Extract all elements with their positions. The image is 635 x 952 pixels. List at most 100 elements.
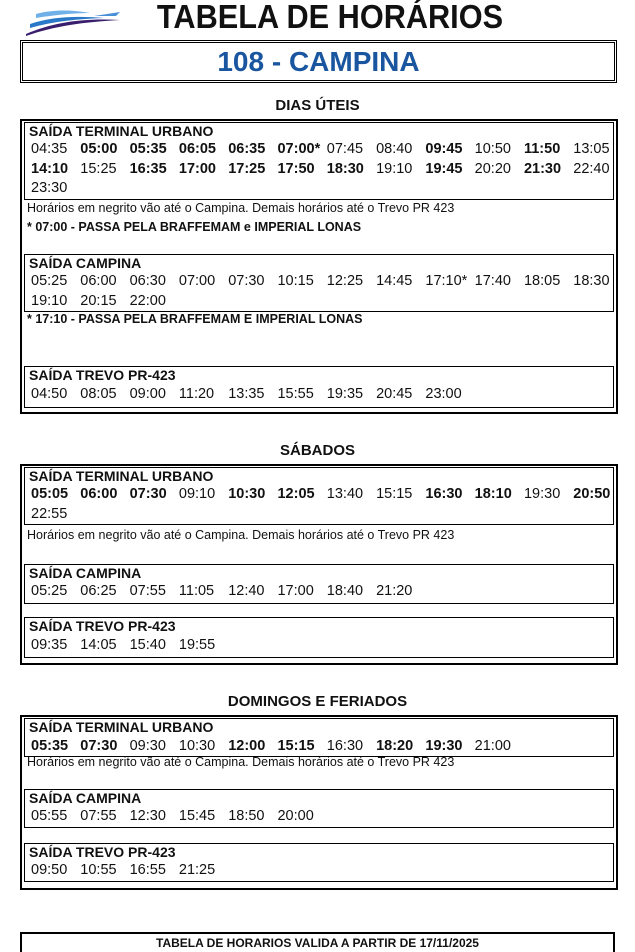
departure-time: 10:30 [178, 738, 216, 754]
departure-time: 05:25 [31, 583, 68, 599]
departure-time: 17:25 [228, 160, 266, 177]
departure-time: 12:30 [129, 808, 166, 824]
departure-times: 04:50 08:05 09:00 11:20 13:35 15:55 19:35 20:45… [31, 385, 623, 405]
departure-time: 16:30 [425, 486, 463, 502]
departure-time: 10:55 [80, 862, 117, 878]
departure-time: 12:40 [228, 583, 265, 599]
departure-time: 21:00 [474, 738, 511, 754]
departure-time: 07:55 [129, 583, 166, 599]
schedule-note: * 07:00 - PASSA PELA BRAFFEMAM e IMPERIA… [27, 220, 362, 234]
departure-time: 07:00* [277, 141, 321, 157]
departure-title: SAÍDA TERMINAL URBANO [29, 719, 214, 735]
departure-time: 18:10 [474, 486, 512, 502]
section-box [20, 715, 618, 890]
departure-time: 13:05 [573, 141, 610, 157]
departure-time: 14:10 [31, 160, 69, 177]
departure-time: 12:00 [228, 738, 266, 754]
departure-time: 04:35 [31, 141, 68, 157]
departure-block: SAÍDA CAMPINA 05:55 07:55 12:30 15:45 18:50 20… [24, 789, 614, 828]
departure-title: SAÍDA TERMINAL URBANO [29, 123, 214, 139]
departure-time: 09:45 [425, 141, 463, 157]
departure-time: 22:40 [573, 160, 610, 177]
departure-time: 11:20 [178, 386, 215, 402]
departure-times: 09:35 14:05 15:40 19:55 [31, 636, 623, 656]
departure-time: 10:15 [277, 273, 314, 289]
departure-time: 17:00 [178, 160, 216, 177]
schedule-note: * 17:10 - PASSA PELA BRAFFEMAM E IMPERIA… [27, 312, 363, 326]
departure-title: SAÍDA CAMPINA [29, 255, 142, 271]
departure-time: 18:30 [573, 273, 610, 289]
departure-time: 07:30 [129, 486, 167, 502]
departure-time: 05:35 [31, 738, 69, 754]
departure-time: 15:15 [376, 486, 413, 502]
departure-time: 22:00 [129, 292, 166, 309]
departure-times: 05:25 06:00 06:30 07:00 07:30 10:15 12:25 14:45… [31, 272, 623, 311]
departure-time: 15:25 [80, 160, 117, 177]
departure-time: 11:05 [178, 583, 215, 599]
departure-time: 06:35 [228, 141, 266, 157]
section-title: DIAS ÚTEIS [275, 97, 360, 114]
departure-time: 15:40 [129, 637, 166, 653]
departure-title: SAÍDA TREVO PR-423 [29, 618, 176, 634]
route-box: 108 - CAMPINA [20, 40, 617, 83]
departure-time: 09:30 [129, 738, 166, 754]
departure-time: 09:50 [31, 862, 68, 878]
departure-time: 07:30 [80, 738, 118, 754]
departure-time: 17:50 [277, 160, 315, 177]
section-box [20, 119, 618, 414]
departure-time: 20:00 [277, 808, 314, 824]
validity-footer: TABELA DE HORARIOS VALIDA A PARTIR DE 17… [20, 932, 615, 952]
departure-time: 15:45 [178, 808, 216, 824]
departure-time: 23:00 [425, 386, 462, 402]
departure-time: 19:35 [326, 386, 364, 402]
schedule-note: Horários em negrito vão até o Campina. D… [27, 755, 455, 769]
departure-time: 07:00 [178, 273, 216, 289]
departure-block: SAÍDA TERMINAL URBANO 05:35 07:30 09:30 10:3… [24, 718, 614, 757]
departure-time: 17:40 [474, 273, 511, 289]
departure-time: 06:30 [129, 273, 166, 289]
departure-time: 09:00 [129, 386, 166, 402]
departure-times: 05:55 07:55 12:30 15:45 18:50 20:00 [31, 807, 623, 827]
departure-time: 21:20 [376, 583, 413, 599]
departure-time: 07:45 [326, 141, 364, 157]
departure-times: 05:05 06:00 07:30 09:10 10:30 12:05 13:40 15:15… [31, 485, 623, 524]
departure-times: 05:35 07:30 09:30 10:30 12:00 15:15 16:30 18:20… [31, 737, 623, 757]
departure-time: 05:05 [31, 486, 69, 502]
departure-time: 09:35 [31, 637, 68, 653]
departure-time: 19:10 [376, 160, 413, 177]
departure-time: 12:25 [326, 273, 364, 289]
departure-time: 14:05 [80, 637, 117, 653]
departure-time: 17:00 [277, 583, 314, 599]
departure-time: 06:00 [80, 486, 118, 502]
departure-time: 19:30 [425, 738, 463, 754]
schedule-note: Horários em negrito vão até o Campina. D… [27, 528, 455, 542]
departure-time: 12:05 [277, 486, 315, 502]
departure-time: 09:10 [178, 486, 216, 502]
departure-time: 18:30 [326, 160, 364, 177]
departure-time: 19:55 [178, 637, 216, 653]
departure-time: 10:50 [474, 141, 511, 157]
departure-time: 16:35 [129, 160, 167, 177]
departure-time: 11:50 [523, 141, 561, 157]
departure-time: 10:30 [228, 486, 266, 502]
departure-time: 18:40 [326, 583, 364, 599]
departure-block: SAÍDA CAMPINA 05:25 06:00 06:30 07:00 07:30 10… [24, 254, 614, 312]
departure-time: 06:25 [80, 583, 117, 599]
departure-time: 18:20 [376, 738, 414, 754]
page-title: TABELA DE HORÁRIOS [156, 0, 504, 35]
departure-time: 06:00 [80, 273, 117, 289]
departure-time: 16:30 [326, 738, 364, 754]
section-title: SÁBADOS [279, 442, 355, 459]
departure-time: 05:55 [31, 808, 68, 824]
departure-time: 15:55 [277, 386, 314, 402]
departure-times: 09:50 10:55 16:55 21:25 [31, 861, 623, 881]
departure-time: 18:05 [523, 273, 561, 289]
departure-times: 04:35 05:00 05:35 06:05 06:35 07:00* 07:45 08:4… [31, 140, 623, 199]
departure-times: 05:25 06:25 07:55 11:05 12:40 17:00 18:40 21:20 [31, 582, 623, 602]
departure-block: SAÍDA TREVO PR-423 09:50 10:55 16:55 21:25 [24, 843, 614, 882]
departure-time: 06:05 [178, 141, 216, 157]
departure-title: SAÍDA CAMPINA [29, 565, 142, 581]
departure-time: 19:45 [425, 160, 463, 177]
departure-time: 17:10* [425, 273, 468, 289]
departure-block: SAÍDA TREVO PR-423 04:50 08:05 09:00 11:20 13… [24, 366, 614, 408]
